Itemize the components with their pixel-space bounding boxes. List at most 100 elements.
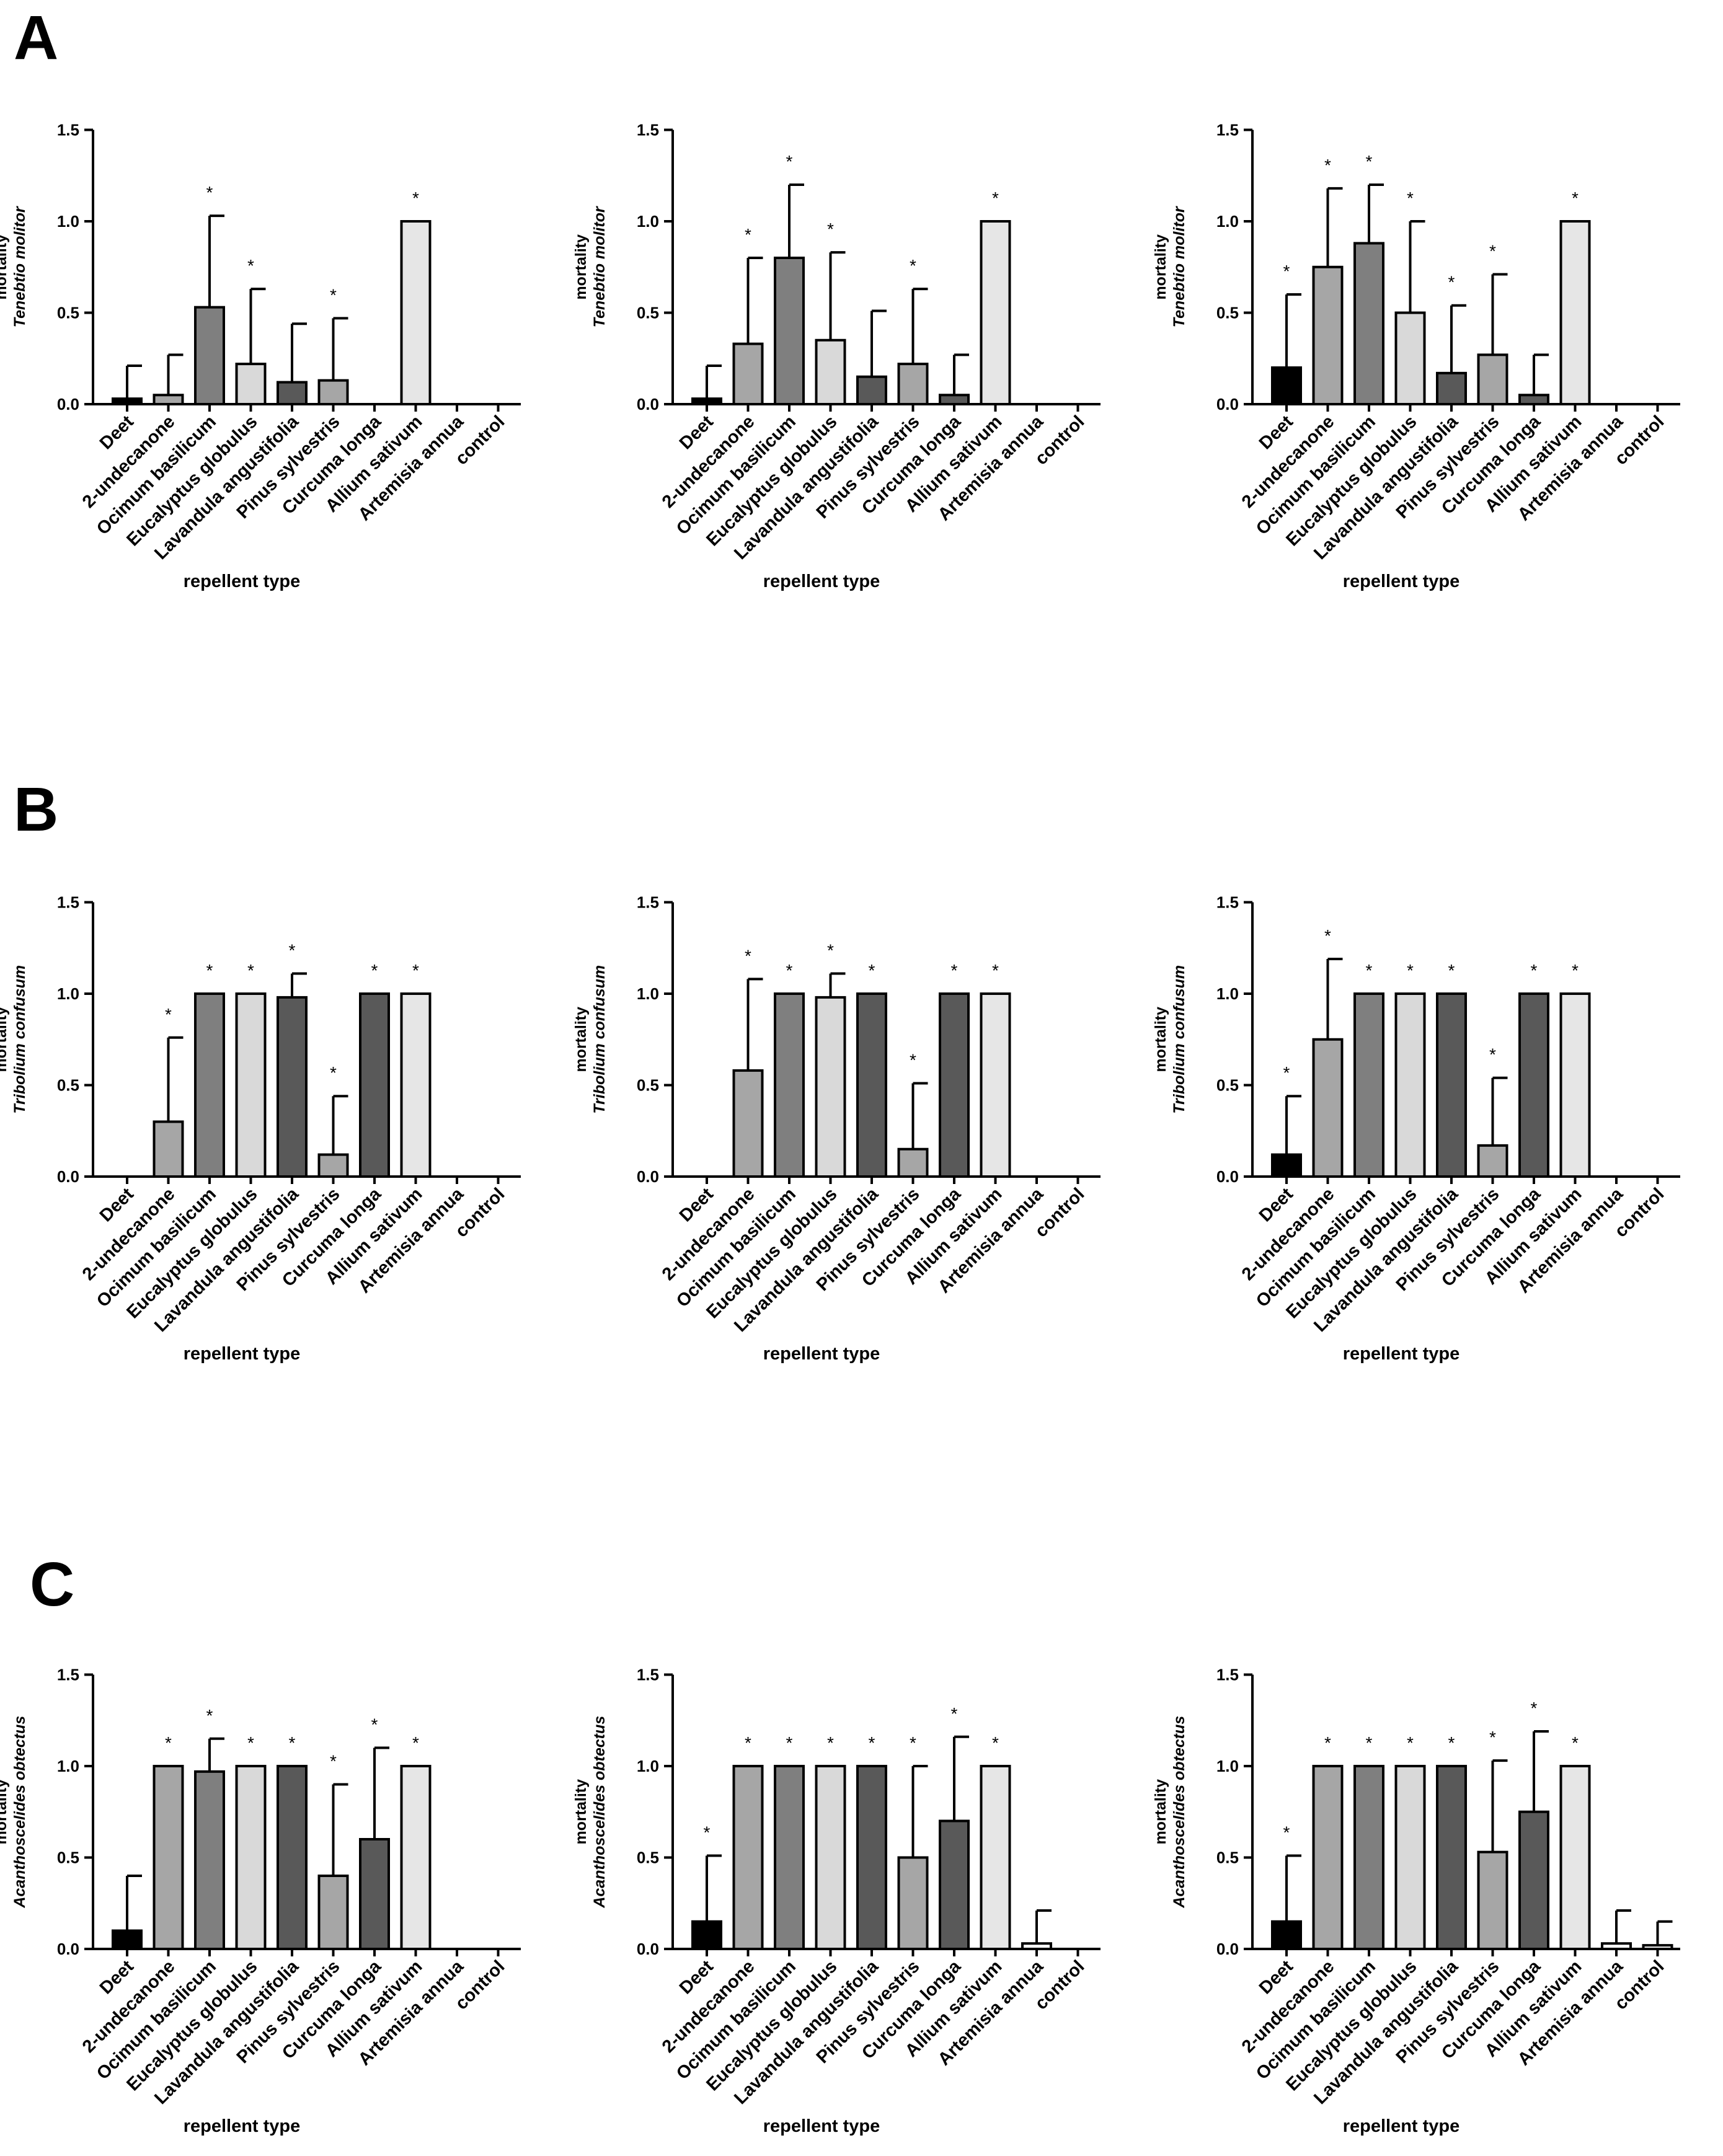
bar-2-undecanone bbox=[153, 394, 184, 405]
bar-lavandula-angustifolia bbox=[1436, 992, 1467, 1178]
bar-eucalyptus-globulus bbox=[815, 1765, 846, 1950]
y-tick-label: 1.0 bbox=[57, 984, 79, 1003]
bar-ocimum-basilicum bbox=[774, 992, 805, 1178]
bar-allium-sativum bbox=[1559, 992, 1591, 1178]
bar-deet bbox=[691, 397, 722, 406]
significance-star: * bbox=[786, 961, 793, 980]
bar-ocimum-basilicum bbox=[774, 257, 805, 405]
bar-allium-sativum bbox=[1559, 1765, 1591, 1950]
significance-star: * bbox=[951, 961, 958, 980]
bar-ocimum-basilicum bbox=[194, 992, 225, 1178]
significance-star: * bbox=[869, 961, 875, 980]
bar-allium-sativum bbox=[400, 220, 432, 405]
significance-star: * bbox=[992, 1733, 999, 1752]
bar-curcuma-longa bbox=[359, 992, 390, 1178]
y-tick-label: 0.5 bbox=[637, 1076, 659, 1095]
significance-star: * bbox=[1366, 961, 1373, 980]
bar-control bbox=[1642, 1944, 1673, 1951]
bar-eucalyptus-globulus bbox=[1394, 311, 1426, 405]
bar-ocimum-basilicum bbox=[1353, 992, 1384, 1178]
bar-allium-sativum bbox=[980, 1765, 1011, 1950]
bar-pinus-sylvestris bbox=[317, 379, 349, 406]
y-tick-label: 0.0 bbox=[637, 1940, 659, 1958]
significance-star: * bbox=[330, 285, 337, 304]
significance-star: * bbox=[1448, 273, 1455, 292]
bar-curcuma-longa bbox=[939, 1819, 970, 1950]
bar-curcuma-longa bbox=[1518, 1810, 1549, 1950]
bar-lavandula-angustifolia bbox=[1436, 1765, 1467, 1950]
x-axis-label: repellent type bbox=[1343, 572, 1460, 591]
significance-star: * bbox=[1324, 926, 1331, 945]
y-tick-label: 1.5 bbox=[57, 893, 79, 912]
bar-2-undecanone bbox=[732, 1765, 764, 1950]
x-axis-label: repellent type bbox=[184, 1344, 301, 1364]
significance-star: * bbox=[869, 1733, 875, 1752]
y-axis-label-mortality: mortality bbox=[1152, 1007, 1169, 1072]
bar-2-undecanone bbox=[153, 1120, 184, 1178]
y-tick-label: 1.5 bbox=[637, 121, 659, 139]
y-axis-label-mortality: mortality bbox=[572, 1007, 590, 1072]
y-tick-label: 0.0 bbox=[637, 1167, 659, 1186]
bar-pinus-sylvestris bbox=[897, 363, 929, 405]
bar-eucalyptus-globulus bbox=[235, 363, 267, 405]
bar-allium-sativum bbox=[400, 1765, 432, 1950]
significance-star: * bbox=[1489, 242, 1496, 261]
significance-star: * bbox=[745, 946, 751, 965]
y-tick-label: 1.5 bbox=[637, 1666, 659, 1684]
significance-star: * bbox=[247, 256, 254, 275]
significance-star: * bbox=[1283, 1063, 1290, 1082]
significance-star: * bbox=[1283, 1823, 1290, 1842]
y-axis-label-mortality: mortality bbox=[0, 234, 10, 300]
x-axis-label: repellent type bbox=[1343, 2116, 1460, 2136]
bar-eucalyptus-globulus bbox=[1394, 1765, 1426, 1950]
bar-eucalyptus-globulus bbox=[815, 338, 846, 405]
significance-star: * bbox=[206, 1706, 213, 1725]
significance-star: * bbox=[1448, 961, 1455, 980]
y-axis-label-species: Tenebtio molitor bbox=[11, 206, 29, 327]
bar-ocimum-basilicum bbox=[774, 1765, 805, 1950]
bar-eucalyptus-globulus bbox=[235, 992, 267, 1178]
significance-star: * bbox=[745, 225, 751, 244]
y-axis-label-mortality: mortality bbox=[0, 1779, 10, 1845]
significance-star: * bbox=[1407, 1733, 1414, 1752]
x-axis-label: repellent type bbox=[763, 1344, 880, 1364]
significance-star: * bbox=[1407, 961, 1414, 980]
y-tick-label: 1.0 bbox=[57, 212, 79, 231]
significance-star: * bbox=[371, 961, 378, 980]
bar-lavandula-angustifolia bbox=[277, 381, 308, 405]
y-axis-label-mortality: mortality bbox=[1152, 234, 1169, 300]
x-axis-label: repellent type bbox=[184, 572, 301, 591]
bar-deet bbox=[1271, 1920, 1302, 1950]
y-axis-label-species: Acanthoscelides obtectus bbox=[591, 1716, 608, 1909]
panel-letter-a: A bbox=[14, 3, 58, 73]
y-tick-label: 1.0 bbox=[637, 212, 659, 231]
bar-curcuma-longa bbox=[1518, 992, 1549, 1178]
panel-letter-b: B bbox=[14, 775, 58, 844]
y-tick-label: 1.0 bbox=[57, 1757, 79, 1775]
bar-pinus-sylvestris bbox=[1477, 1144, 1508, 1178]
bar-eucalyptus-globulus bbox=[1394, 992, 1426, 1178]
y-tick-label: 0.5 bbox=[1216, 1076, 1239, 1095]
bar-2-undecanone bbox=[1312, 1038, 1344, 1178]
y-tick-label: 0.5 bbox=[57, 1849, 79, 1867]
y-tick-label: 0.5 bbox=[637, 1849, 659, 1867]
y-tick-label: 0.5 bbox=[57, 304, 79, 322]
x-axis-label: repellent type bbox=[763, 2116, 880, 2136]
bar-eucalyptus-globulus bbox=[235, 1765, 267, 1950]
bar-ocimum-basilicum bbox=[1353, 242, 1384, 405]
significance-star: * bbox=[910, 1051, 916, 1070]
bar-ocimum-basilicum bbox=[194, 1770, 225, 1951]
bar-deet bbox=[691, 1920, 722, 1950]
y-axis-label-species: Acanthoscelides obtectus bbox=[1171, 1716, 1188, 1909]
bar-2-undecanone bbox=[153, 1765, 184, 1950]
bar-pinus-sylvestris bbox=[317, 1153, 349, 1178]
y-tick-label: 0.0 bbox=[1216, 395, 1239, 413]
y-axis-label-species: Tribolium confusum bbox=[11, 965, 29, 1114]
significance-star: * bbox=[992, 188, 999, 208]
y-tick-label: 1.5 bbox=[637, 893, 659, 912]
bar-allium-sativum bbox=[980, 992, 1011, 1178]
significance-star: * bbox=[330, 1752, 337, 1771]
significance-star: * bbox=[1572, 961, 1579, 980]
y-tick-label: 1.5 bbox=[1216, 121, 1239, 139]
